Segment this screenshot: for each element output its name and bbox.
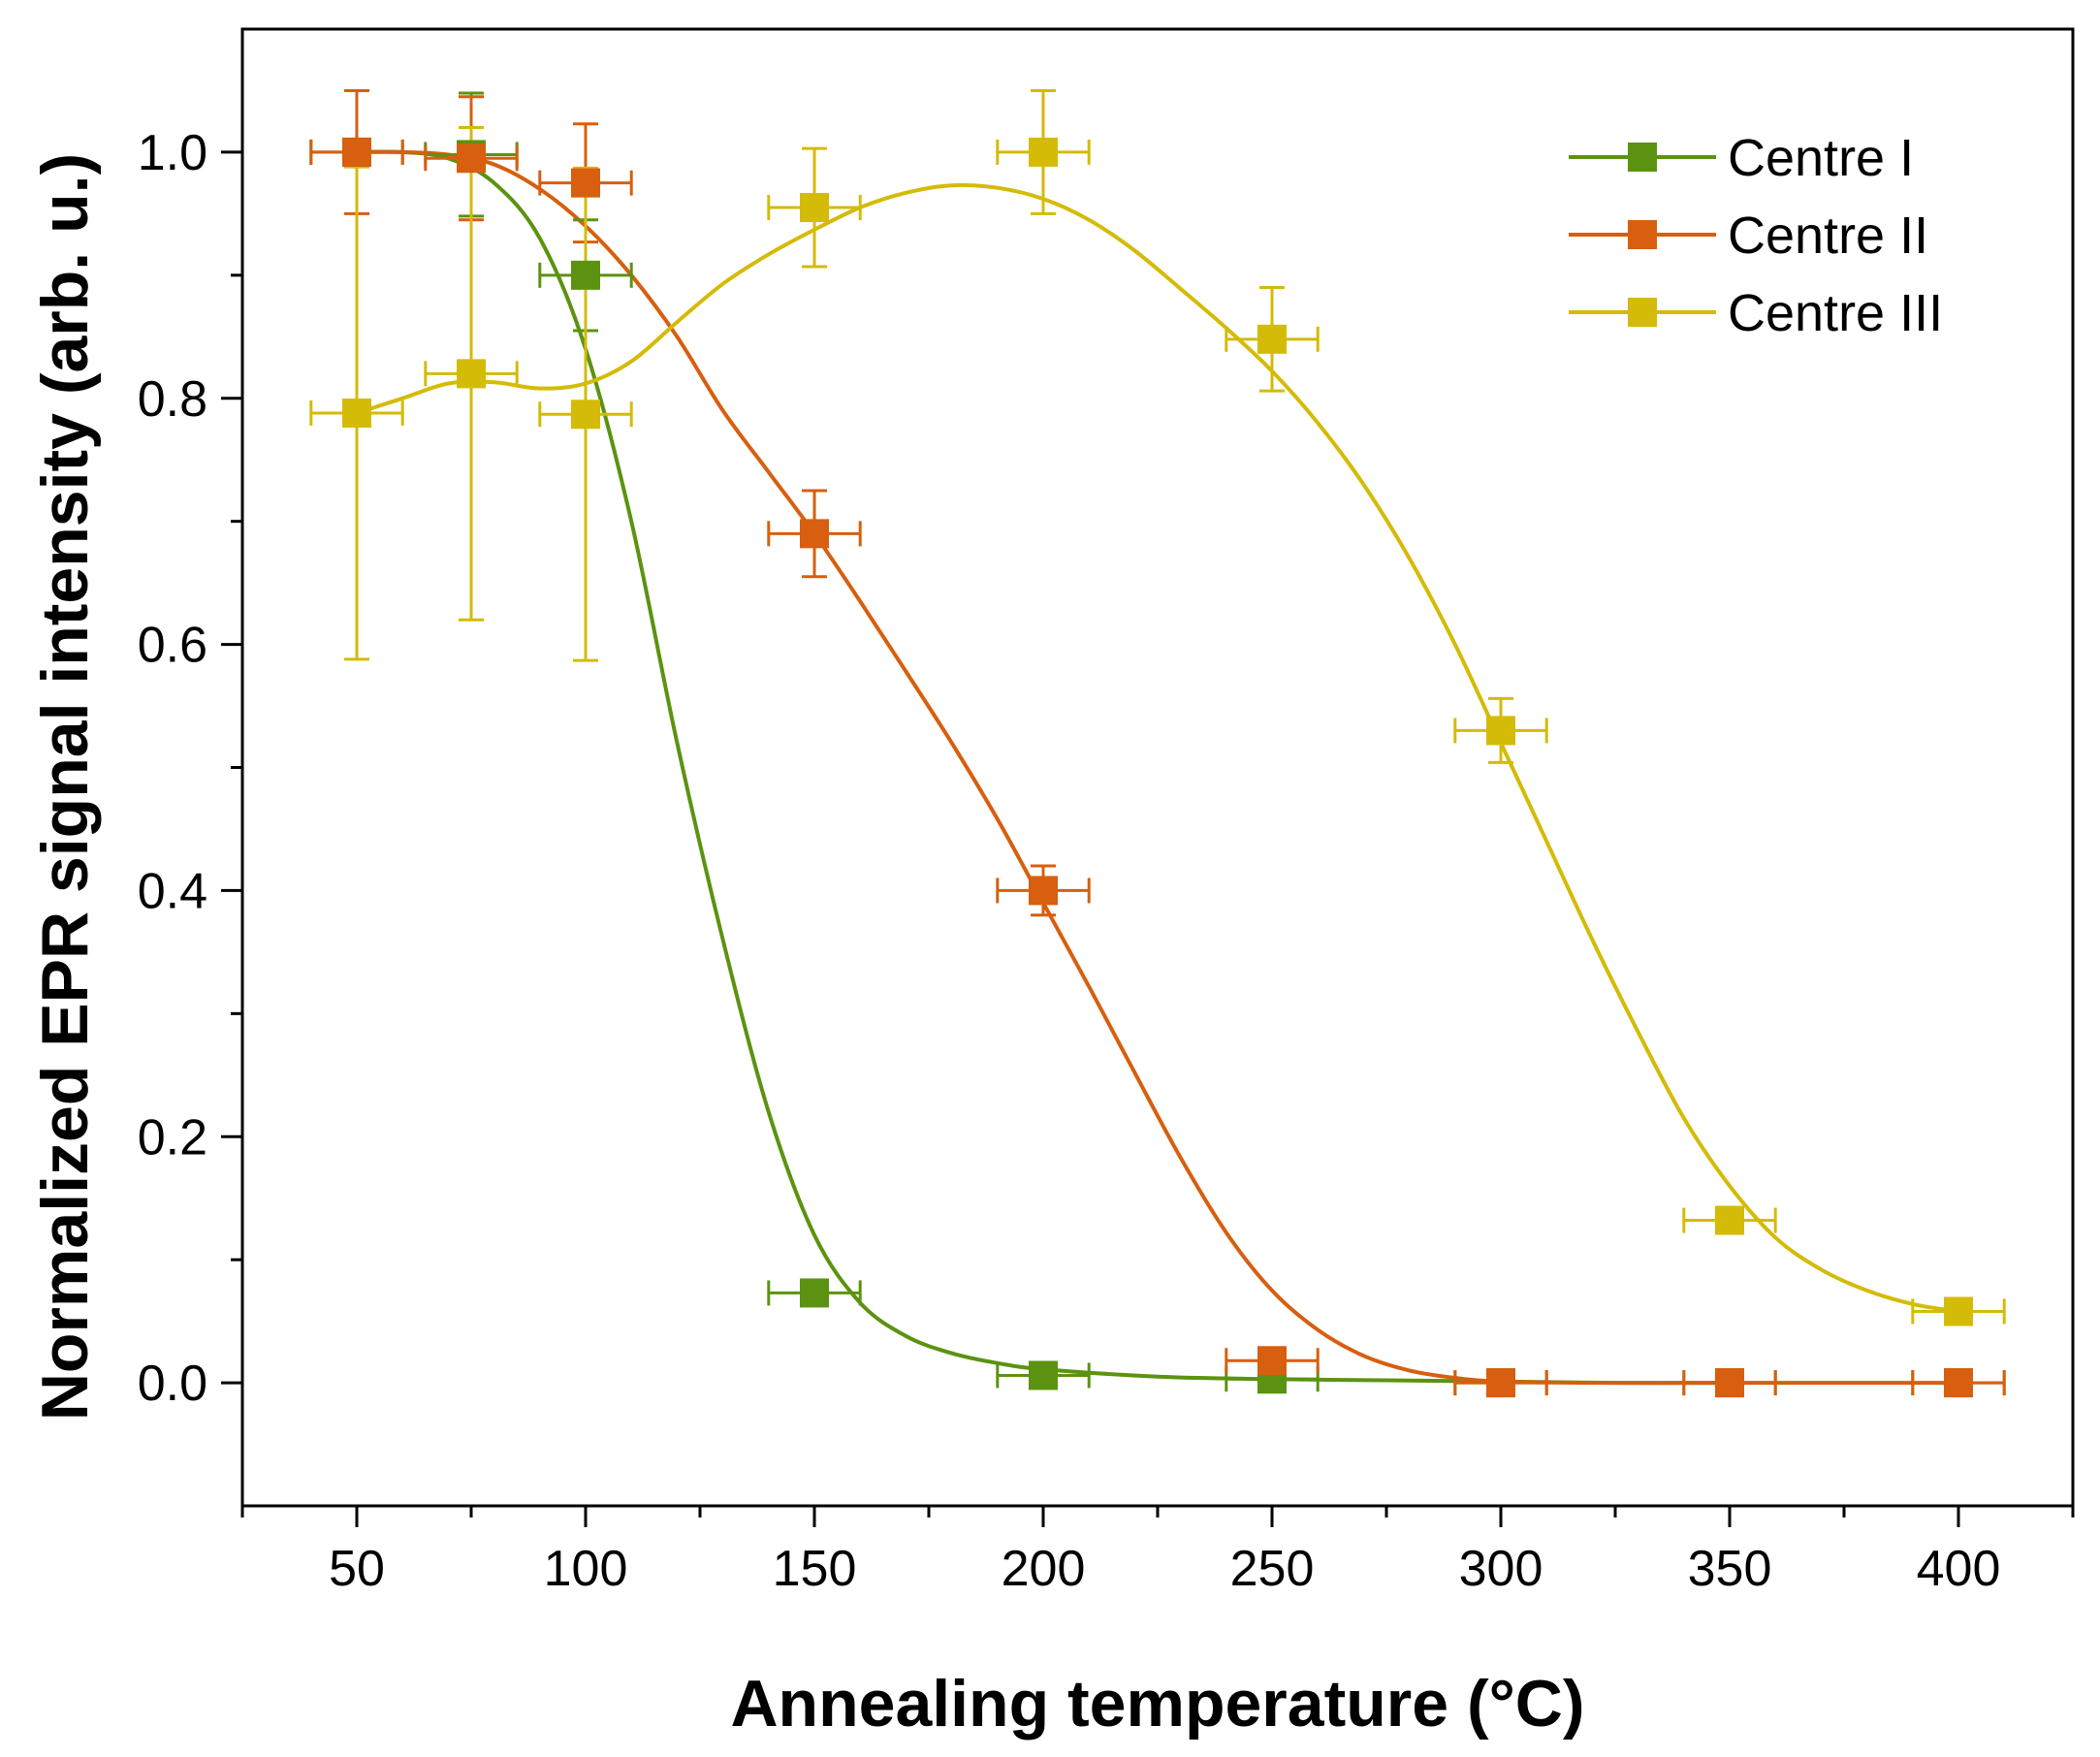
y-tick-label: 0.6: [138, 618, 207, 674]
marker-centre-i: [1029, 1360, 1058, 1390]
marker-centre-ii: [1029, 876, 1058, 906]
marker-centre-i: [800, 1278, 829, 1308]
axis-ticks: 50 100 150 200 250 300 350 400 0.0 0.2 0.4 0.6 0.8 1.…: [138, 125, 2075, 1597]
marker-centre-ii: [1486, 1368, 1515, 1398]
x-tick-label: 350: [1688, 1541, 1772, 1597]
legend-label-centre-ii: Centre II: [1728, 207, 1928, 265]
fit-curves: [356, 149, 1959, 1386]
y-tick-label: 0.0: [138, 1356, 207, 1412]
marker-centre-ii: [1257, 1346, 1287, 1376]
marker-centre-ii: [800, 519, 829, 549]
legend-marker-centre-i: [1628, 143, 1657, 172]
x-tick-label: 150: [773, 1541, 857, 1597]
legend-marker-centre-ii: [1628, 220, 1657, 249]
fit-curve-centre-iii: [356, 182, 1959, 1314]
data-markers: [342, 137, 1973, 1398]
y-tick-label: 0.2: [138, 1109, 207, 1166]
y-tick-label: 0.8: [138, 371, 207, 428]
x-tick-label: 250: [1230, 1541, 1315, 1597]
y-tick-label: 1.0: [138, 125, 207, 181]
legend-label-centre-iii: Centre III: [1728, 284, 1943, 342]
marker-centre-i: [571, 260, 600, 290]
marker-centre-iii: [1257, 324, 1287, 354]
y-axis-title: Normalized EPR signal intensity (arb. u.…: [28, 153, 102, 1421]
x-tick-label: 300: [1459, 1541, 1543, 1597]
marker-centre-iii: [1486, 716, 1515, 746]
x-tick-label: 100: [544, 1541, 628, 1597]
x-tick-label: 50: [329, 1541, 385, 1597]
marker-centre-iii: [1944, 1296, 1973, 1326]
fit-curve-centre-ii: [356, 149, 1958, 1386]
fit-curve-centre-i: [356, 149, 1731, 1386]
marker-centre-iii: [571, 399, 600, 430]
marker-centre-ii: [457, 144, 486, 174]
marker-centre-iii: [1715, 1205, 1744, 1235]
legend: Centre I Centre II Centre III: [1569, 129, 1943, 342]
marker-centre-iii: [457, 359, 486, 389]
x-tick-label: 400: [1917, 1541, 2001, 1597]
x-tick-label: 200: [1002, 1541, 1086, 1597]
marker-centre-iii: [800, 193, 829, 223]
legend-label-centre-i: Centre I: [1728, 129, 1914, 187]
legend-marker-centre-iii: [1628, 298, 1657, 327]
marker-centre-ii: [1715, 1368, 1744, 1398]
marker-centre-ii: [342, 137, 371, 167]
x-axis-title: Annealing temperature (°C): [730, 1667, 1584, 1741]
y-tick-label: 0.4: [138, 863, 207, 919]
marker-centre-ii: [571, 168, 600, 198]
marker-centre-iii: [342, 398, 371, 428]
marker-centre-iii: [1029, 137, 1058, 167]
marker-centre-ii: [1944, 1368, 1973, 1398]
